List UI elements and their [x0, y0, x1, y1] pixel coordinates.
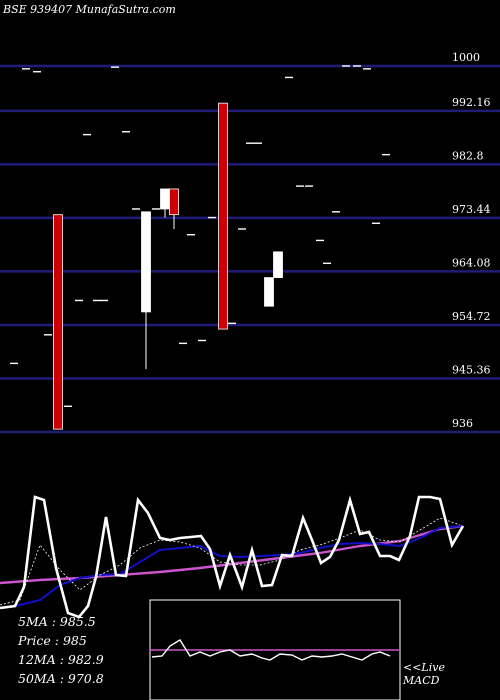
macd-label: <<Live MACD: [403, 661, 445, 687]
y-tick-labels: 1000 992.16 982.8 973.44 964.08 954.72 945.36 9…: [452, 51, 491, 430]
stats-block: 5MA : 985.5 Price : 985 12MA : 982.9 50M…: [18, 612, 104, 688]
indicator-panel: [0, 495, 465, 619]
price-line: [0, 495, 465, 619]
macd-label-live: <<Live: [403, 661, 445, 674]
macd-panel: [150, 639, 400, 661]
stat-12ma: 12MA : 982.9: [18, 652, 104, 667]
candle-body: [169, 188, 179, 216]
y-tick-label: 1000: [452, 51, 480, 64]
short-ma-line: [0, 517, 461, 606]
y-tick-label: 973.44: [452, 203, 491, 216]
macd-line: [151, 639, 391, 661]
long-ma-line: [0, 525, 464, 609]
slow-ma-line: [0, 524, 464, 585]
price-grid: [0, 64, 500, 434]
y-tick-label: 992.16: [452, 96, 491, 109]
candle-body: [141, 211, 151, 313]
y-tick-label: 954.72: [452, 310, 491, 323]
candles: [10, 65, 390, 430]
candle-body: [160, 188, 170, 210]
stat-price: Price : 985: [18, 633, 87, 648]
candle-body: [264, 277, 274, 307]
stat-5ma: 5MA : 985.5: [18, 614, 96, 629]
y-tick-label: 945.36: [452, 363, 491, 376]
chart-title: BSE 939407 MunafaSutra.com: [3, 3, 176, 16]
candle-body: [53, 214, 63, 430]
y-tick-label: 936: [452, 417, 473, 430]
y-tick-label: 982.8: [452, 149, 484, 162]
macd-label-macd: MACD: [403, 674, 440, 687]
candle-body: [218, 102, 228, 330]
candle-body: [273, 251, 283, 278]
y-tick-label: 964.08: [452, 256, 491, 269]
stat-50ma: 50MA : 970.8: [18, 671, 104, 686]
